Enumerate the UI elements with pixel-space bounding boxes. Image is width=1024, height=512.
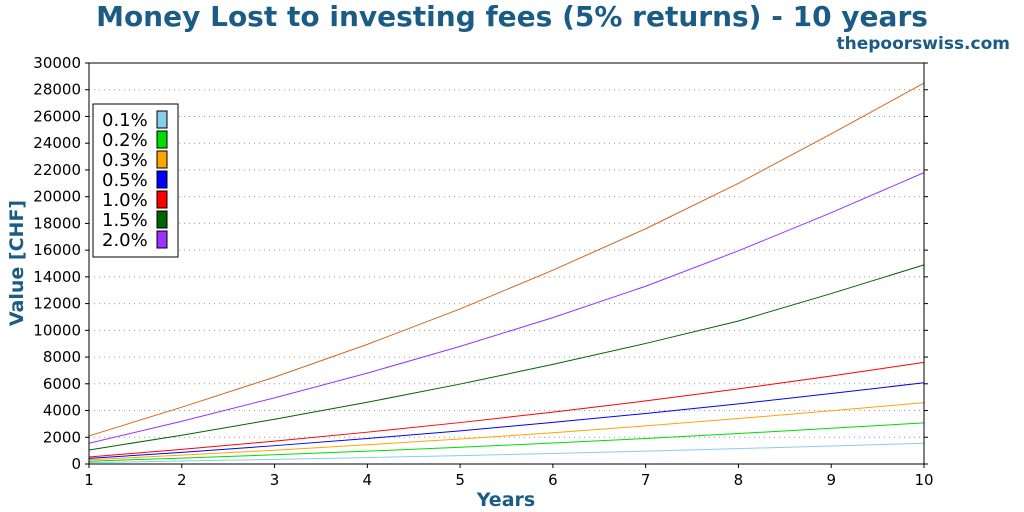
legend: 0.1%0.2%0.3%0.5%1.0%1.5%2.0% [92,103,179,258]
y-axis-ticks: 0 2000 4000 6000 8000 10000 12000 14000 16000 180… [33,54,928,473]
x-tick-label: 10 [914,471,933,489]
legend-swatch [156,190,168,209]
series-line-4 [88,361,925,458]
y-tick-label: 8000 [43,348,81,366]
series-line-5 [88,264,925,451]
legend-swatch [156,170,168,189]
y-tick-label: 20000 [33,188,81,206]
legend-swatch [156,230,168,249]
series-line-6 [88,172,925,444]
legend-swatch [156,210,168,229]
x-tick-label: 2 [177,471,187,489]
y-tick-label: 22000 [33,161,81,179]
grid-lines [89,89,924,438]
series-line-1 [88,422,925,462]
y-tick-label: 6000 [43,375,81,393]
x-tick-label: 3 [270,471,280,489]
legend-swatch [156,150,168,169]
x-tick-label: 5 [455,471,465,489]
y-tick-label: 12000 [33,295,81,313]
y-tick-label: 26000 [33,107,81,125]
x-tick-label: 8 [734,471,744,489]
legend-label: 0.2% [102,130,148,151]
y-tick-label: 24000 [33,134,81,152]
x-axis-label: Years [476,489,535,511]
legend-label: 1.0% [102,190,148,211]
x-tick-label: 4 [363,471,373,489]
x-axis-ticks: 1 2 3 4 5 6 7 8 9 10 [84,464,934,489]
y-tick-label: 30000 [33,54,81,72]
legend-label: 0.5% [102,170,148,191]
chart-title: Money Lost to investing fees (5% returns… [96,0,928,33]
y-tick-label: 0 [71,455,81,473]
site-watermark: thepoorswiss.com [836,34,1011,54]
x-tick-label: 1 [84,471,94,489]
plot-frame [88,62,925,465]
y-axis-label: Value [CHF] [6,200,28,326]
series-line-2 [88,402,925,461]
legend-label: 0.3% [102,150,148,171]
legend-label: 0.1% [102,110,148,131]
legend-label: 1.5% [102,210,148,231]
series-lines [88,82,925,464]
x-tick-label: 7 [641,471,651,489]
y-tick-label: 16000 [33,241,81,259]
series-line-3 [88,382,925,459]
y-tick-label: 4000 [43,402,81,420]
y-tick-label: 10000 [33,321,81,339]
legend-label: 2.0% [102,230,148,251]
legend-swatch [156,110,168,129]
y-tick-label: 2000 [43,428,81,446]
x-tick-label: 6 [548,471,558,489]
y-tick-label: 28000 [33,81,81,99]
x-tick-label: 9 [826,471,836,489]
series-line-0 [88,442,925,464]
series-line-7 [88,82,925,437]
legend-swatch [156,130,168,149]
y-tick-label: 14000 [33,268,81,286]
y-tick-label: 18000 [33,214,81,232]
